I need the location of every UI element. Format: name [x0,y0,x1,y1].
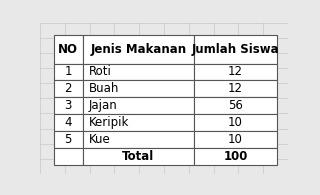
Text: 2: 2 [64,82,72,95]
Text: 5: 5 [64,133,72,146]
Text: 4: 4 [64,116,72,129]
Bar [83,64,194,81]
Bar [83,35,194,64]
Text: Kue: Kue [89,133,111,146]
Text: 1: 1 [64,66,72,78]
Bar [83,81,194,98]
Text: 12: 12 [228,66,243,78]
Bar [83,98,194,114]
Bar [54,131,83,148]
Text: Roti: Roti [89,66,112,78]
Text: 10: 10 [228,116,243,129]
Bar [83,148,194,165]
Bar [83,114,194,131]
Text: NO: NO [58,43,78,56]
Bar [54,98,83,114]
Text: 56: 56 [228,99,243,112]
Text: Jumlah Siswa: Jumlah Siswa [192,43,279,56]
Text: 12: 12 [228,82,243,95]
Bar [54,64,83,81]
Bar [194,114,277,131]
Text: 10: 10 [228,133,243,146]
Bar [194,35,277,64]
Bar [194,64,277,81]
Bar [54,148,83,165]
Text: Buah: Buah [89,82,119,95]
Text: 3: 3 [64,99,72,112]
Bar [83,131,194,148]
Text: Total: Total [122,150,155,163]
Text: Keripik: Keripik [89,116,129,129]
Bar [194,98,277,114]
Text: Jenis Makanan: Jenis Makanan [90,43,187,56]
Bar [54,114,83,131]
Bar [194,81,277,98]
Bar [54,81,83,98]
Text: Jajan: Jajan [89,99,118,112]
Bar [54,35,83,64]
Text: 100: 100 [223,150,248,163]
Bar [194,148,277,165]
Bar [194,131,277,148]
